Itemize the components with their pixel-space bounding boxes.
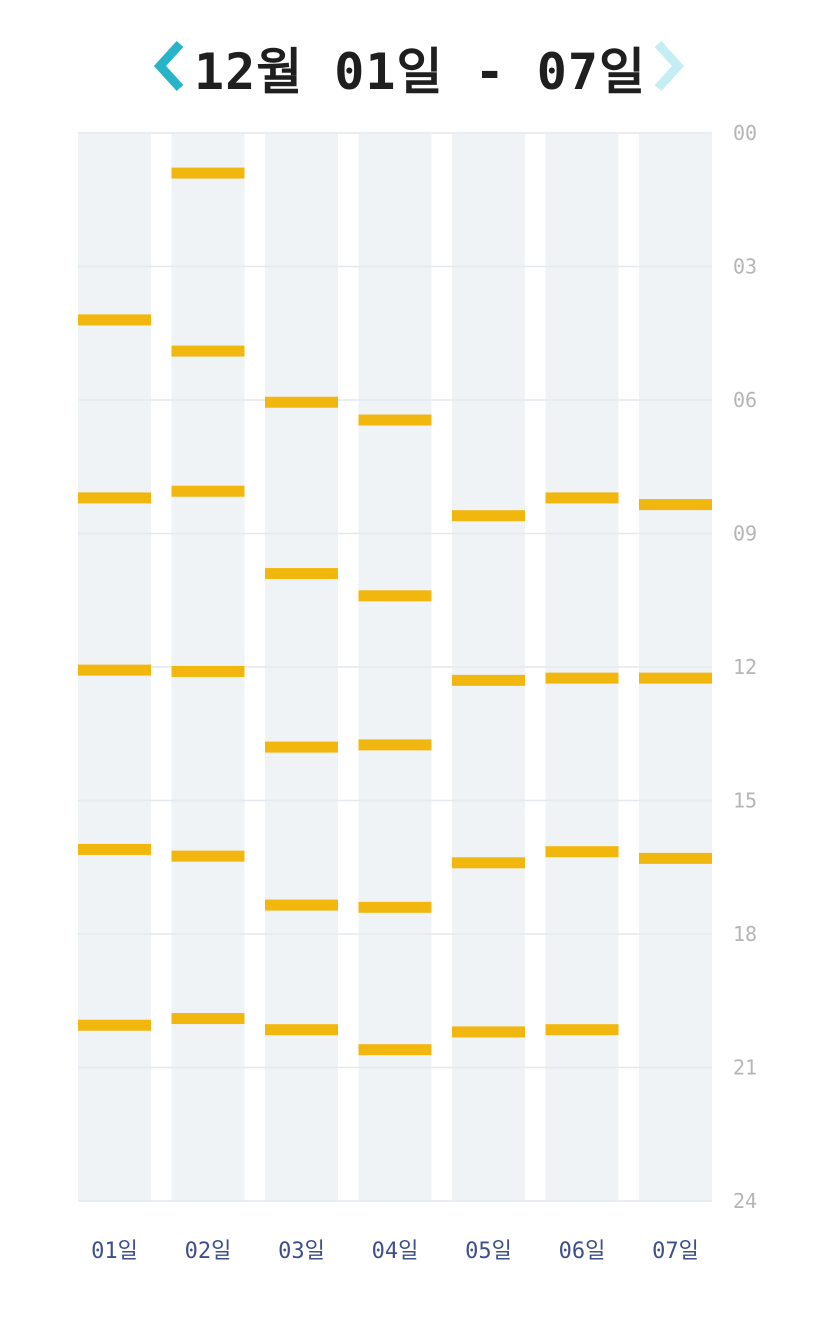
event-bar — [639, 672, 712, 684]
event-bar — [265, 741, 338, 753]
event-bar — [78, 843, 151, 855]
hour-tick-label: 21 — [733, 1056, 757, 1080]
day-label: 06일 — [559, 1239, 606, 1264]
day-label: 02일 — [185, 1239, 232, 1264]
week-title: 12월 01일 - 07일 — [193, 43, 647, 101]
event-bar — [358, 590, 432, 602]
hour-tick-label: 12 — [733, 655, 757, 679]
hour-tick-label: 03 — [733, 255, 757, 279]
event-bar — [171, 345, 245, 357]
event-bar — [452, 857, 525, 869]
week-header: 12월 01일 - 07일 — [0, 20, 840, 110]
day-label: 01일 — [91, 1239, 138, 1264]
hour-tick-label: 00 — [733, 121, 757, 145]
event-bar — [545, 492, 619, 504]
event-bar — [358, 1044, 432, 1056]
event-bar — [78, 664, 151, 676]
hour-tick-label: 15 — [733, 789, 757, 813]
day-label: 05일 — [465, 1239, 512, 1264]
event-bar — [452, 674, 525, 686]
hour-tick-label: 18 — [733, 922, 757, 946]
prev-week-button[interactable] — [150, 38, 190, 94]
event-bar — [171, 167, 245, 179]
event-bar — [78, 1019, 151, 1031]
event-bar — [171, 485, 245, 497]
event-bar — [545, 672, 619, 684]
event-bar — [358, 414, 432, 426]
event-bar — [545, 846, 619, 858]
event-bar — [452, 1026, 525, 1038]
event-bar — [265, 1024, 338, 1036]
hour-tick-label: 24 — [733, 1189, 757, 1213]
hour-tick-label: 09 — [733, 522, 757, 546]
event-bar — [171, 850, 245, 862]
chevron-right-icon — [654, 40, 685, 92]
event-bar — [265, 899, 338, 911]
event-bar — [545, 1024, 619, 1036]
event-bar — [358, 739, 432, 751]
day-label: 03일 — [278, 1239, 325, 1264]
next-week-button[interactable] — [648, 38, 688, 94]
event-bar — [265, 568, 338, 580]
event-bar — [78, 314, 151, 326]
event-bar — [265, 396, 338, 408]
event-bar — [78, 492, 151, 504]
hour-tick-label: 06 — [733, 388, 757, 412]
chevron-left-icon — [153, 40, 184, 92]
event-bar — [639, 499, 712, 511]
event-bar — [171, 1013, 245, 1025]
day-label: 07일 — [652, 1239, 699, 1264]
event-bar — [358, 901, 432, 913]
day-label: 04일 — [372, 1239, 419, 1264]
event-bar — [639, 852, 712, 864]
event-bar — [171, 665, 245, 677]
event-bar — [452, 510, 525, 522]
